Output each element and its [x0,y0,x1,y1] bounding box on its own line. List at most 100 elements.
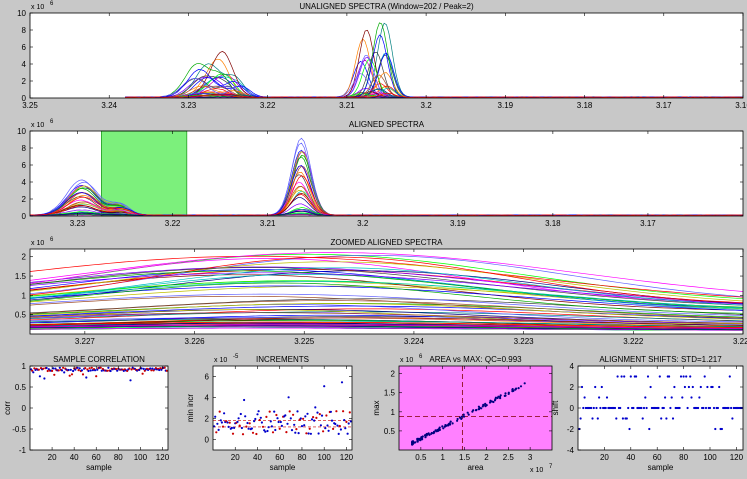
data-point [332,428,334,430]
data-point [683,375,685,377]
plot-area [30,366,168,450]
data-point [449,423,451,425]
data-point [284,414,286,416]
data-point [303,424,305,426]
data-point [320,424,322,426]
x-tick-label: 120 [156,453,170,462]
data-point [249,422,251,424]
y-tick-label: 0 [570,404,575,413]
x-tick-label: 1.5 [459,453,471,462]
data-point [240,413,242,415]
data-point [229,422,231,424]
data-point [593,407,595,409]
data-point [255,433,257,435]
data-point [62,367,64,369]
x-axis-label: area [467,463,484,472]
y-tick-label: 10 [17,9,26,18]
data-point [214,416,216,418]
y-tick-label: 0.5 [15,311,27,320]
data-point [344,427,346,429]
data-point [326,424,328,426]
data-point [591,417,593,419]
data-point [68,369,70,371]
data-point [51,370,53,372]
data-point [615,417,617,419]
x-tick-label: 20 [48,453,57,462]
data-point [233,427,235,429]
data-point [319,413,321,415]
data-point [313,420,315,422]
data-point [292,414,294,416]
y-tick-label: 0.5 [15,383,27,392]
x-tick-label: 3.17 [656,101,672,110]
data-point [640,407,642,409]
data-point [100,367,102,369]
data-point [669,407,671,409]
data-point [338,433,340,435]
zoomed-aligned-spectra-panel: 3.2273.2263.2253.2243.2233.2223.2210.511… [15,237,747,346]
y-tick-label: 2 [22,195,27,204]
data-point [259,419,261,421]
data-point [599,407,601,409]
data-point [426,434,428,436]
data-point [258,410,260,412]
data-point [721,428,723,430]
data-point [642,417,644,419]
x-exponent-label: x 10 [530,467,543,474]
y-tick-label: 2 [570,383,575,392]
data-point [243,399,245,401]
data-point [271,425,273,427]
data-point [659,375,661,377]
data-point [142,373,144,375]
data-point [590,407,592,409]
x-tick-label: 40 [253,453,262,462]
x-tick-label: 3.19 [450,219,466,228]
data-point [278,421,280,423]
data-point [444,424,446,426]
data-point [512,390,514,392]
data-point [286,423,288,425]
y-tick-label: 6 [205,373,210,382]
data-point [290,417,292,419]
data-point [712,386,714,388]
data-point [42,368,44,370]
data-point [216,423,218,425]
y-tick-label: 6 [22,43,27,52]
data-point [94,369,96,371]
data-point [504,395,506,397]
y-exponent-label: x 10 [31,4,44,11]
data-point [305,432,307,434]
x-tick-label: 60 [653,453,662,462]
x-tick-label: 3.22 [165,219,181,228]
chart-title: INCREMENTS [256,355,309,364]
data-point [630,375,632,377]
data-point [689,375,691,377]
data-point [581,386,583,388]
data-point [439,427,441,429]
data-point [223,412,225,414]
data-point [82,373,84,375]
data-point [248,428,250,430]
data-point [309,428,311,430]
data-point [461,416,463,418]
data-point [330,411,332,413]
data-point [468,414,470,416]
x-tick-label: 3.221 [733,337,747,346]
data-point [512,388,514,390]
data-point [704,375,706,377]
data-point [665,417,667,419]
data-point [58,369,60,371]
data-point [220,419,222,421]
chart-title: UNALIGNED SPECTRA (Window=202 / Peak=2) [299,2,474,11]
y-tick-label: 8 [22,144,27,153]
data-point [435,429,437,431]
data-point [482,405,484,407]
data-point [301,425,303,427]
data-point [334,423,336,425]
data-point [424,436,426,438]
data-point [698,396,700,398]
